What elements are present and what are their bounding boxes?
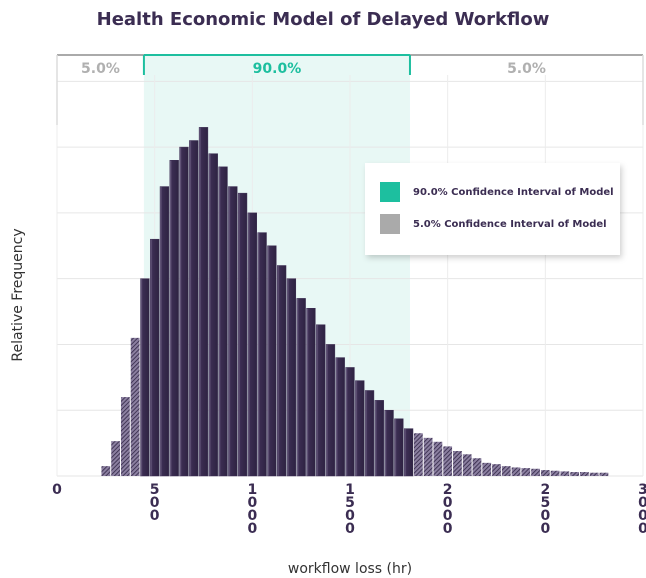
- bar: [267, 245, 277, 477]
- ci-label: 5.0%: [81, 61, 120, 77]
- bar: [296, 298, 306, 477]
- bar: [316, 324, 326, 477]
- bar: [580, 472, 589, 476]
- x-tick-label: 0: [52, 482, 62, 498]
- bar: [237, 192, 248, 477]
- bar: [335, 357, 345, 477]
- bar: [257, 232, 267, 477]
- bar: [159, 186, 170, 477]
- bar: [286, 278, 297, 477]
- bar: [140, 278, 150, 477]
- bar: [462, 454, 472, 476]
- x-axis-label: workflow loss (hr): [288, 561, 412, 577]
- bar: [198, 127, 209, 477]
- bar: [531, 468, 540, 476]
- bar: [511, 467, 521, 476]
- bar: [150, 238, 160, 477]
- legend-swatch: [380, 182, 400, 202]
- bar: [325, 344, 336, 477]
- bar: [394, 418, 404, 477]
- bar: [247, 212, 257, 477]
- bar: [306, 308, 316, 477]
- ci-label: 90.0%: [253, 61, 302, 77]
- bar: [384, 409, 394, 477]
- y-axis-label: Relative Frequency: [10, 228, 26, 361]
- bar: [111, 441, 120, 476]
- bar: [423, 437, 433, 476]
- bar: [570, 472, 580, 476]
- bar: [179, 146, 189, 477]
- bar: [599, 472, 609, 476]
- legend-label: 90.0% Confidence Interval of Model: [413, 187, 614, 198]
- bar: [492, 464, 501, 476]
- bar: [374, 400, 384, 477]
- bar: [501, 466, 511, 476]
- bar: [130, 337, 140, 476]
- bar: [433, 441, 443, 476]
- legend-box: [365, 163, 620, 255]
- bar: [277, 265, 287, 477]
- bar: [472, 458, 482, 476]
- bar: [169, 160, 179, 477]
- bar: [364, 390, 375, 477]
- bar: [589, 472, 599, 476]
- bar: [208, 153, 218, 477]
- bar: [443, 446, 453, 476]
- bar: [101, 466, 111, 476]
- chart-title: Health Economic Model of Delayed Workflo…: [97, 9, 550, 30]
- bar: [189, 140, 199, 477]
- bar: [403, 428, 414, 477]
- bar: [453, 451, 462, 476]
- bar: [521, 468, 531, 476]
- legend-swatch: [380, 214, 400, 234]
- legend-label: 5.0% Confidence Interval of Model: [413, 219, 607, 230]
- bar: [413, 433, 423, 476]
- bar: [540, 470, 550, 476]
- bar: [228, 186, 238, 477]
- bar: [345, 367, 355, 477]
- ci-label: 5.0%: [507, 61, 546, 77]
- bar: [218, 166, 228, 477]
- bar: [355, 380, 365, 477]
- bar: [120, 397, 130, 476]
- bar: [550, 470, 560, 476]
- bar: [482, 462, 492, 476]
- bar: [560, 471, 570, 476]
